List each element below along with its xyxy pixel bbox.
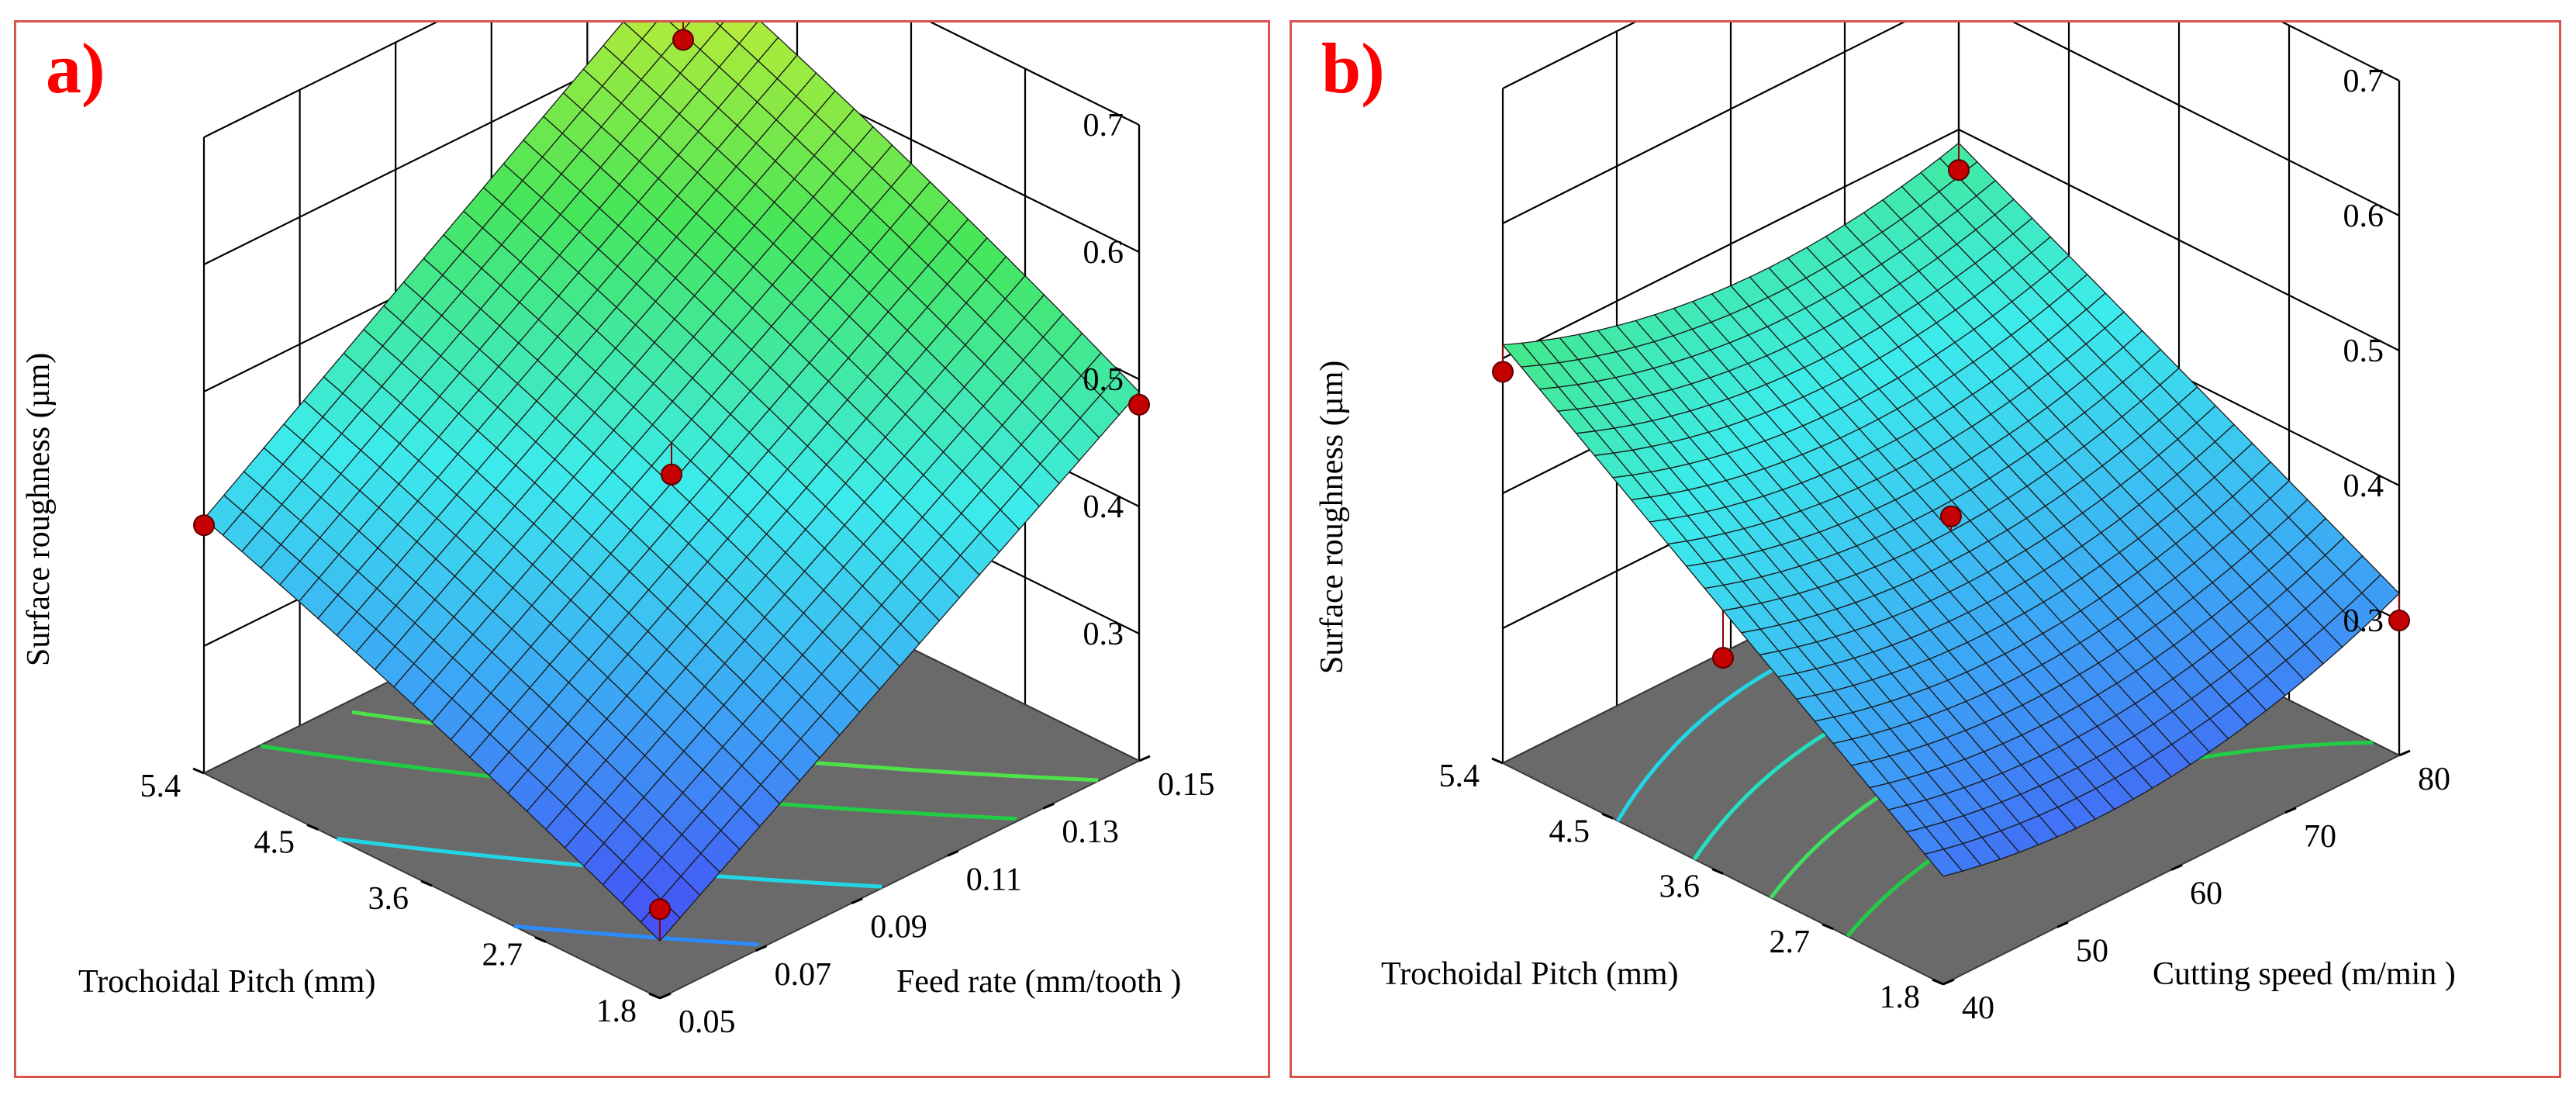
z-tick-label: 0.6 [2343,199,2384,234]
x-tick-label: 5.4 [1439,759,1480,794]
y-tick-label: 40 [1962,990,1994,1026]
panel-b: b) 0.3 0.4 0.5 0.6 0.7 5.4 4.5 3.6 2.7 1.8 40 50 60 7… [1290,20,2561,1078]
y-tick-mark [1138,755,1151,762]
x-tick-mark [1601,812,1614,820]
x-tick-mark [306,824,319,831]
x-tick-label: 2.7 [482,938,523,973]
x-tick-mark [192,767,205,775]
y-tick-mark [659,992,672,1000]
x-tick-label: 4.5 [1549,814,1590,849]
z-tick-label: 0.4 [1083,489,1124,525]
x-tick-mark [534,936,547,943]
z-tick-label: 0.7 [2343,64,2384,99]
design-point [1128,393,1150,416]
surface-plot-b: b) 0.3 0.4 0.5 0.6 0.7 5.4 4.5 3.6 2.7 1.8 40 50 60 7… [1314,22,2456,1026]
x-tick-label: 2.7 [1770,924,1811,960]
x-tick-label: 3.6 [1659,869,1701,905]
x-tick-mark [1711,868,1724,875]
x-tick-label: 1.8 [596,994,637,1029]
x-tick-label: 5.4 [140,769,181,804]
response-surface-b [1501,142,2400,877]
y-tick-label: 80 [2418,762,2450,797]
wall-horizontal [1502,128,2400,359]
y-tick-label: 70 [2304,819,2336,855]
z-tick-label: 0.5 [2343,334,2384,369]
y-tick-mark [755,945,768,952]
design-point [661,463,682,486]
y-tick-mark [851,897,863,904]
tick-labels-b: 0.3 0.4 0.5 0.6 0.7 5.4 4.5 3.6 2.7 1.8 40 50 60 70 80 [1439,64,2451,1026]
design-points-b [1492,143,2410,669]
y-tick-label: 0.13 [1062,814,1119,850]
wall-horizontal [1502,22,2400,89]
y-tick-mark [2284,807,2297,814]
y-axis-label-b: Cutting speed (m/min ) [2153,956,2456,992]
design-point [1948,159,1970,181]
z-tick-label: 0.7 [1083,108,1124,143]
z-tick-label: 0.4 [2343,468,2384,504]
z-tick-label: 0.5 [1083,362,1124,398]
x-tick-label: 4.5 [254,825,295,861]
y-tick-mark [2398,749,2411,757]
y-tick-mark [2056,921,2069,928]
z-tick-label: 0.3 [1083,617,1124,652]
x-tick-mark [1932,978,1944,986]
design-point [1712,647,1734,669]
y-tick-label: 50 [2076,933,2108,969]
x-axis-label-a: Trochoidal Pitch (mm) [78,964,375,1000]
design-point [1940,505,1962,527]
x-tick-mark [1822,923,1834,931]
y-tick-label: 0.05 [679,1004,736,1040]
z-axis-label-a: Surface roughness (µm) [21,353,57,666]
z-tick-label: 0.6 [1083,235,1124,271]
y-tick-label: 0.15 [1158,767,1215,803]
y-tick-mark [1042,802,1055,810]
panel-label-b: b) [1321,29,1385,108]
x-axis-label-b: Trochoidal Pitch (mm) [1381,956,1678,992]
x-tick-label: 1.8 [1880,980,1921,1015]
contour-line [513,924,759,947]
panel-a: a) 0.3 0.4 0.5 0.6 0.7 5.4 4.5 3.6 2.7 1.8 0.05 0.0… [14,20,1270,1078]
z-tick-label: 0.3 [2343,603,2384,639]
z-axis-label-b: Surface roughness (µm) [1314,361,1350,674]
design-point [193,514,215,537]
panel-label-a: a) [46,29,105,108]
y-tick-mark [1942,978,1955,986]
design-point [2388,610,2410,631]
y-tick-mark [2170,864,2183,871]
wall-horizontal [203,22,1140,138]
y-tick-label: 0.09 [870,910,927,945]
y-tick-label: 0.07 [775,957,832,993]
tick-labels-a: 0.3 0.4 0.5 0.6 0.7 5.4 4.5 3.6 2.7 1.8 0.05 0.07 0.… [140,108,1215,1040]
surface-cell [1924,848,1963,877]
x-tick-mark [420,880,433,887]
y-axis-label-a: Feed rate (mm/tooth ) [896,964,1181,1000]
surface-cell [715,22,724,27]
surface-plot-a: a) 0.3 0.4 0.5 0.6 0.7 5.4 4.5 3.6 2.7 1.8 0.05 0.0… [21,22,1215,1040]
x-tick-label: 3.6 [368,881,409,917]
response-surface-a [203,22,1140,942]
design-points-a [193,22,1150,942]
y-tick-mark [947,850,959,857]
x-tick-mark [648,992,661,1000]
y-tick-label: 60 [2190,876,2222,912]
design-point [672,29,694,51]
design-point [1492,361,1514,383]
wall-horizontal [1502,22,2400,224]
y-tick-label: 0.11 [966,862,1022,897]
surface-cell [669,22,691,33]
x-tick-mark [1491,757,1504,765]
design-point [649,898,671,921]
